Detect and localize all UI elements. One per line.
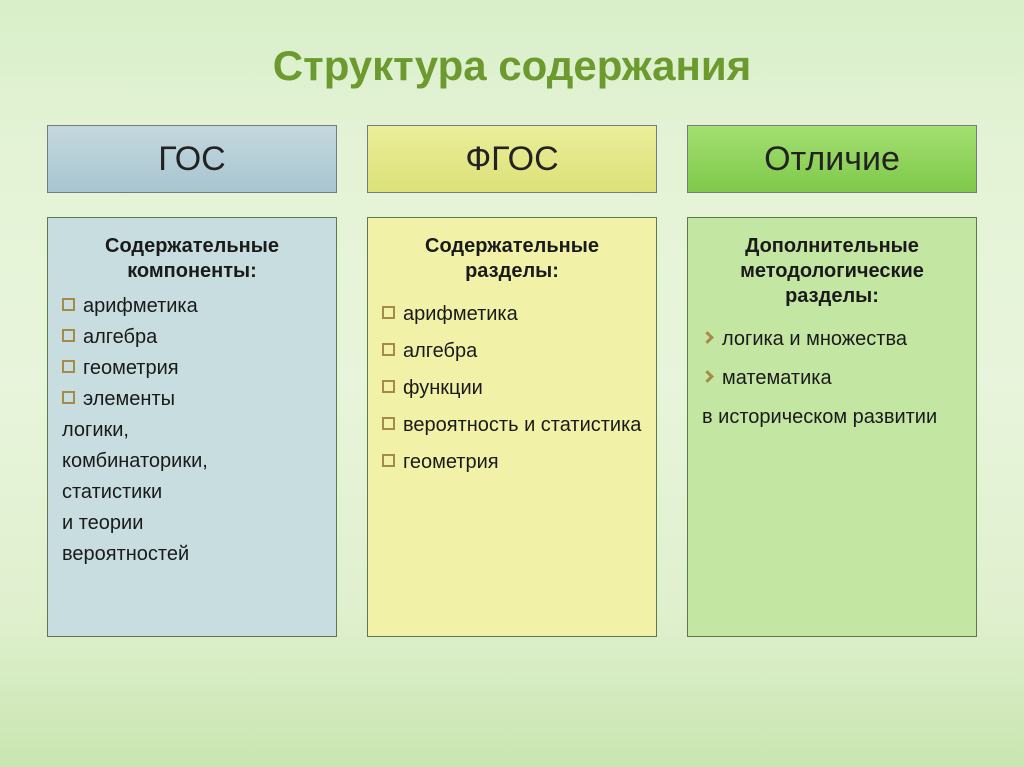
square-bullet-icon xyxy=(62,360,75,373)
chevron-bullet-icon xyxy=(701,370,714,383)
square-bullet-icon xyxy=(382,417,395,430)
subhead-gos: Содержательные компоненты: xyxy=(62,234,322,284)
trailing-text: и теории xyxy=(62,509,322,538)
bullet-text: функции xyxy=(403,374,483,403)
list-item: алгебра xyxy=(62,323,322,352)
column-difference: Отличие Дополнительные методологические … xyxy=(687,125,977,637)
bullet-text: математика xyxy=(722,364,832,393)
square-bullet-icon xyxy=(382,343,395,356)
columns-container: ГОС Содержательные компоненты: арифметик… xyxy=(0,125,1024,637)
trailing-text: логики, xyxy=(62,416,322,445)
chevron-bullet-icon xyxy=(701,331,714,344)
trailing-text: вероятностей xyxy=(62,540,322,569)
trailing-text: в историческом развитии xyxy=(702,403,962,432)
header-fgos: ФГОС xyxy=(367,125,657,193)
column-fgos: ФГОС Содержательные разделы: арифметика … xyxy=(367,125,657,637)
square-bullet-icon xyxy=(382,380,395,393)
bullet-text: алгебра xyxy=(403,337,477,366)
list-item: алгебра xyxy=(382,337,642,366)
bullet-text: вероятность и статистика xyxy=(403,411,641,440)
square-bullet-icon xyxy=(62,329,75,342)
square-bullet-icon xyxy=(382,454,395,467)
trailing-text: статистики xyxy=(62,478,322,507)
list-item: геометрия xyxy=(382,448,642,477)
bullet-text: арифметика xyxy=(83,292,198,321)
list-item: логика и множества xyxy=(702,325,962,354)
content-gos: Содержательные компоненты: арифметика ал… xyxy=(47,217,337,637)
column-gos: ГОС Содержательные компоненты: арифметик… xyxy=(47,125,337,637)
bullet-text: алгебра xyxy=(83,323,157,352)
list-item: вероятность и статистика xyxy=(382,411,642,440)
trailing-text: комбинаторики, xyxy=(62,447,322,476)
header-difference: Отличие xyxy=(687,125,977,193)
list-item: элементы xyxy=(62,385,322,414)
content-difference: Дополнительные методологические разделы:… xyxy=(687,217,977,637)
square-bullet-icon xyxy=(62,298,75,311)
list-item: математика xyxy=(702,364,962,393)
list-item: арифметика xyxy=(382,300,642,329)
content-fgos: Содержательные разделы: арифметика алгеб… xyxy=(367,217,657,637)
page-title: Структура содержания xyxy=(0,0,1024,125)
list-item: функции xyxy=(382,374,642,403)
bullet-text: элементы xyxy=(83,385,175,414)
subhead-difference: Дополнительные методологические разделы: xyxy=(702,234,962,309)
subhead-fgos: Содержательные разделы: xyxy=(382,234,642,284)
bullet-text: арифметика xyxy=(403,300,518,329)
list-item: геометрия xyxy=(62,354,322,383)
bullet-text: геометрия xyxy=(83,354,179,383)
square-bullet-icon xyxy=(62,391,75,404)
bullet-text: геометрия xyxy=(403,448,499,477)
square-bullet-icon xyxy=(382,306,395,319)
header-gos: ГОС xyxy=(47,125,337,193)
list-item: арифметика xyxy=(62,292,322,321)
bullet-text: логика и множества xyxy=(722,325,907,354)
